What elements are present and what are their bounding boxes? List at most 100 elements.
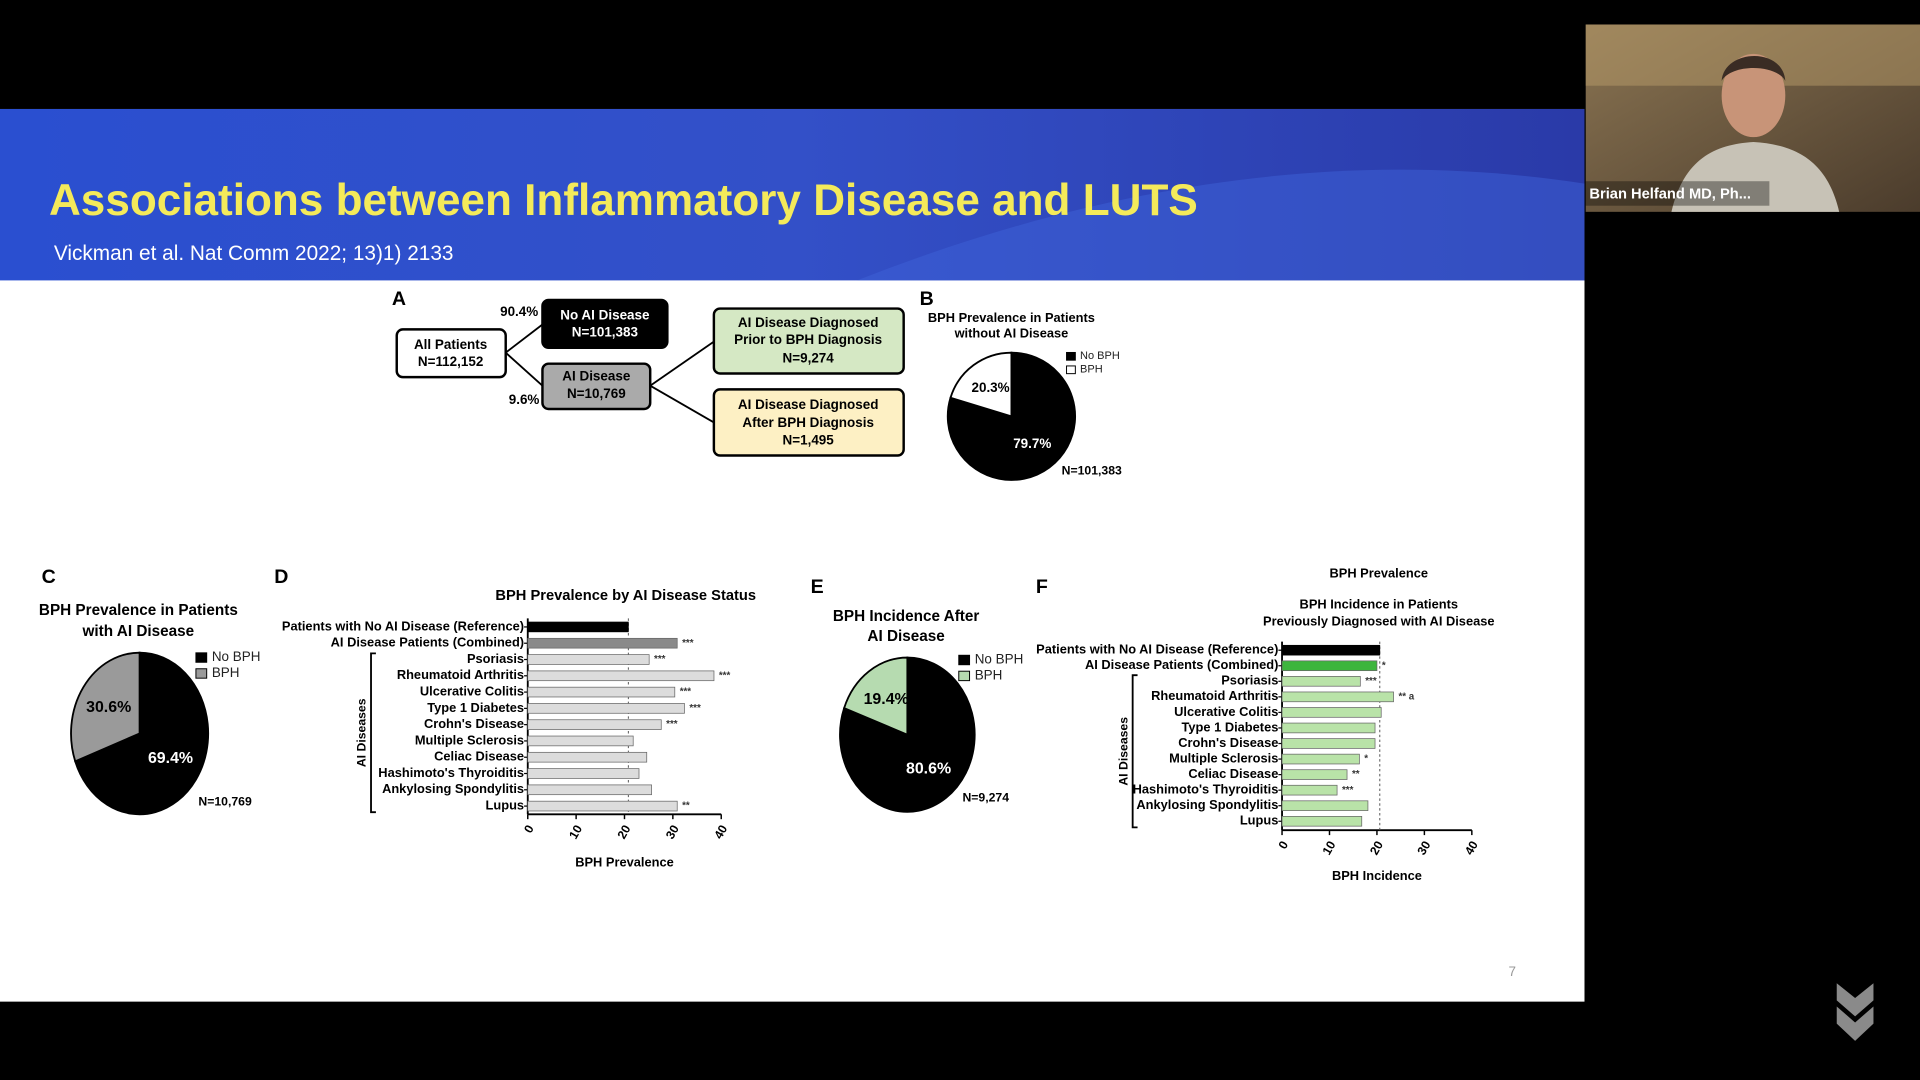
bar <box>1281 691 1394 703</box>
edge <box>649 384 715 424</box>
panel-label: E <box>811 576 824 598</box>
bar <box>527 751 648 763</box>
node <box>712 307 905 375</box>
significance: *** <box>682 638 694 649</box>
significance: *** <box>1365 676 1377 687</box>
category-label: Ulcerative Colitis <box>420 683 524 698</box>
pie-slice <box>949 351 1013 418</box>
legend-label: BPH <box>1080 364 1103 376</box>
bar <box>1281 800 1369 811</box>
significance: *** <box>680 687 692 698</box>
bar <box>527 686 676 698</box>
legend-label: No BPH <box>1080 350 1120 362</box>
edge <box>505 351 544 387</box>
chart-title: AI Disease <box>867 628 944 645</box>
pie-slice <box>70 651 141 763</box>
bar <box>1281 676 1361 687</box>
category-label: Psoriasis <box>467 651 524 666</box>
category-label: Ulcerative Colitis <box>1174 704 1278 719</box>
slide: Associations between Inflammatory Diseas… <box>0 108 1585 1002</box>
category-label: AI Disease Patients (Combined) <box>1085 657 1278 672</box>
slice-label: 80.6% <box>906 761 951 778</box>
legend-label: No BPH <box>212 649 261 664</box>
node-text: N=10,769 <box>567 386 626 401</box>
bar <box>527 637 678 649</box>
x-tick-label: 30 <box>663 822 682 841</box>
x-tick-label: 10 <box>566 822 585 841</box>
category-label: Crohn's Disease <box>424 716 524 731</box>
bar <box>527 654 650 665</box>
edge-label: 90.4% <box>500 304 538 319</box>
significance: ** a <box>1398 691 1414 702</box>
bar <box>527 703 685 714</box>
category-label: Type 1 Diabetes <box>427 700 524 715</box>
chart-title: BPH Prevalence by AI Disease Status <box>495 588 756 604</box>
chart-note: N=101,383 <box>1062 464 1122 478</box>
pie-slice <box>74 651 210 816</box>
header-wave <box>857 169 1585 281</box>
legend-label: BPH <box>975 667 1003 682</box>
slide-title: Associations between Inflammatory Diseas… <box>49 176 1198 225</box>
significance: *** <box>654 654 666 665</box>
category-label: Multiple Sclerosis <box>415 732 524 747</box>
node-text: N=101,383 <box>572 325 638 340</box>
node-text: AI Disease Diagnosed <box>738 397 879 412</box>
slice-label: 20.3% <box>971 380 1009 395</box>
node-text: AI Disease <box>562 369 631 384</box>
group-bracket <box>370 652 376 814</box>
bar <box>1281 644 1381 656</box>
logo-chevron <box>1836 983 1874 1017</box>
edge <box>505 323 544 354</box>
panel-label: B <box>920 288 934 310</box>
category-label: Patients with No AI Disease (Reference) <box>1036 642 1278 657</box>
node-text: No AI Disease <box>560 307 650 322</box>
category-label: Hashimoto's Thyroiditis <box>378 765 524 780</box>
chart-note: N=9,274 <box>962 791 1009 805</box>
node-text: N=1,495 <box>783 432 835 447</box>
x-tick-label: 40 <box>1462 838 1481 857</box>
bar <box>527 719 662 730</box>
category-label: Multiple Sclerosis <box>1169 750 1278 765</box>
chart-title: with AI Disease <box>82 623 195 640</box>
person-body <box>1671 142 1840 212</box>
chart-title: BPH Incidence in Patients <box>1300 596 1458 611</box>
participant-name: Brian Helfand MD, Ph... <box>1589 187 1751 203</box>
category-label: Celiac Disease <box>434 749 524 764</box>
chart-supertitle: BPH Prevalence <box>1330 566 1429 581</box>
node <box>395 328 507 379</box>
slice-label: 79.7% <box>1013 436 1051 451</box>
node <box>541 362 652 411</box>
significance: *** <box>719 670 731 681</box>
edge <box>649 340 715 387</box>
category-label: Hashimoto's Thyroiditis <box>1133 782 1279 797</box>
legend-swatch <box>958 670 971 682</box>
significance: ** <box>1352 769 1360 780</box>
x-tick-label: 30 <box>1415 838 1434 857</box>
chart-title: BPH Prevalence in Patients <box>39 602 238 619</box>
x-tick-label: 20 <box>1367 838 1386 857</box>
category-label: Rheumatoid Arthritis <box>1151 688 1278 703</box>
bar <box>527 784 652 796</box>
chart-title: Previously Diagnosed with AI Disease <box>1263 613 1495 628</box>
chart-note: N=10,769 <box>198 794 252 808</box>
flowchart: 90.4% 9.6% All Patients N=112,152 No AI … <box>395 298 905 457</box>
category-label: Psoriasis <box>1221 673 1278 688</box>
slice-label: 69.4% <box>148 750 193 767</box>
chart-title: BPH Incidence After <box>833 608 980 625</box>
category-label: Patients with No AI Disease (Reference) <box>282 618 524 633</box>
bar <box>527 621 629 633</box>
panel-label: A <box>392 288 406 310</box>
person-hair <box>1721 56 1786 81</box>
legend-label: BPH <box>212 665 240 680</box>
x-axis-label: BPH Incidence <box>1332 868 1422 883</box>
legend-swatch <box>1066 365 1076 375</box>
video-tile: Brian Helfand MD, Ph... <box>1585 24 1920 212</box>
panel-label: F <box>1036 576 1048 598</box>
significance: * <box>1364 754 1368 765</box>
significance: * <box>1382 660 1386 671</box>
category-label: AI Disease Patients (Combined) <box>331 635 524 650</box>
bar <box>1281 660 1378 672</box>
category-label: Crohn's Disease <box>1178 735 1278 750</box>
node-text: After BPH Diagnosis <box>742 415 874 430</box>
node-text: N=9,274 <box>783 350 835 365</box>
